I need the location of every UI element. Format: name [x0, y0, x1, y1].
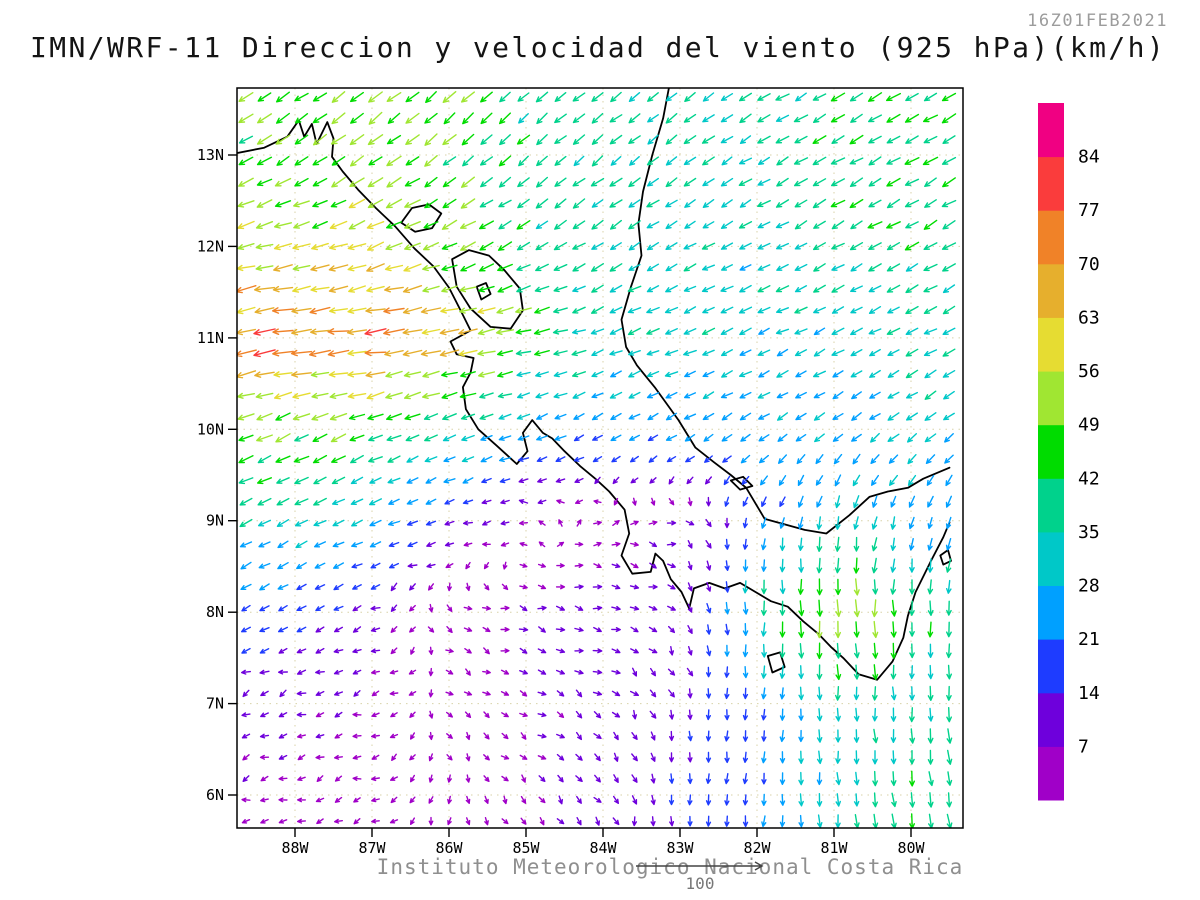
colorbar-tick-label: 21	[1078, 629, 1100, 650]
lake-managua-outline	[400, 203, 443, 233]
colorbar-segment	[1038, 424, 1064, 479]
bocas-islands-outline	[729, 475, 754, 491]
reference-vector-arrow	[636, 861, 764, 871]
datestamp-label: 16Z01FEB2021	[1027, 11, 1168, 31]
lon-tick-label: 88W	[281, 839, 309, 857]
map-border	[236, 87, 964, 829]
colorbar-segment	[1038, 746, 1064, 801]
colorbar-tick-label: 42	[1078, 468, 1100, 489]
colorbar-segment	[1038, 639, 1064, 694]
latitude-axis: 13N 12N 11N 10N 9N 8N 7N 6N	[197, 146, 237, 804]
lon-tick-label: 80W	[897, 839, 925, 857]
ometepe-island-outline	[475, 282, 492, 301]
wind-vectors	[241, 476, 730, 827]
colorbar-tick-label: 56	[1078, 361, 1100, 382]
colorbar-tick-label: 35	[1078, 522, 1100, 543]
wind-vectors	[241, 434, 786, 828]
lat-tick-label: 10N	[197, 420, 224, 438]
colorbar-tick-label: 84	[1078, 147, 1100, 168]
lat-tick-label: 9N	[206, 512, 224, 530]
lon-tick-label: 81W	[820, 839, 848, 857]
lat-tick-label: 8N	[206, 603, 224, 621]
lat-tick-label: 7N	[206, 695, 224, 713]
lon-tick-label: 82W	[743, 839, 771, 857]
lat-tick-label: 13N	[197, 146, 224, 164]
colorbar-segment	[1038, 317, 1064, 372]
chart-title: IMN/WRF-11 Direccion y velocidad del vie…	[30, 31, 1166, 64]
colorbar-tick-label: 14	[1078, 683, 1100, 704]
colorbar-tick-label: 63	[1078, 308, 1100, 329]
lon-tick-label: 85W	[512, 839, 540, 857]
speed-colorbar: 7 14 21 28 35 42 49 56 63 70 77 84	[1038, 103, 1100, 801]
colorbar-tick-label: 70	[1078, 254, 1100, 275]
lon-tick-label: 87W	[358, 839, 386, 857]
footer-caption: Instituto Meteorologico Nacional Costa R…	[377, 855, 964, 879]
colorbar-segment	[1038, 371, 1064, 426]
wind-vectors	[238, 91, 957, 828]
colorbar-segment	[1038, 692, 1064, 747]
colorbar-tick-label: 7	[1078, 736, 1089, 757]
colorbar-segment	[1038, 103, 1064, 158]
lon-tick-label: 83W	[666, 839, 694, 857]
lat-tick-label: 12N	[197, 237, 224, 255]
wind-vectors	[237, 263, 478, 379]
longitude-axis: 88W 87W 86W 85W 84W 83W 82W 81W 80W	[281, 828, 926, 857]
wind-vectors	[253, 328, 387, 358]
coiba-island-outline	[766, 651, 786, 674]
caribbean-coast-outline	[620, 88, 951, 535]
panama-bay-island-outline	[939, 549, 952, 566]
lat-tick-label: 11N	[197, 329, 224, 347]
colorbar-segment	[1038, 478, 1064, 533]
colorbar-segment	[1038, 585, 1064, 640]
wind-vectors	[238, 91, 957, 828]
colorbar-tick-label: 49	[1078, 415, 1100, 436]
colorbar-segment	[1038, 531, 1064, 586]
colorbar-tick-label: 77	[1078, 200, 1100, 221]
colorbar-segment	[1038, 156, 1064, 211]
lon-tick-label: 84W	[589, 839, 617, 857]
colorbar-segment	[1038, 263, 1064, 318]
colorbar-segment	[1038, 210, 1064, 265]
reference-vector-value: 100	[686, 874, 715, 893]
wind-vectors	[237, 91, 879, 639]
wind-vectors	[241, 497, 693, 826]
wind-vectors	[237, 198, 496, 400]
reference-vector: 100	[636, 861, 764, 893]
lon-tick-label: 86W	[435, 839, 463, 857]
lat-tick-label: 6N	[206, 786, 224, 804]
wind-vectors	[237, 285, 405, 358]
wind-vector-layer	[237, 91, 957, 828]
pacific-coast-outline	[237, 119, 951, 681]
wind-vectors	[239, 264, 954, 828]
wind-vectors	[258, 92, 956, 828]
colorbar-tick-label: 28	[1078, 576, 1100, 597]
